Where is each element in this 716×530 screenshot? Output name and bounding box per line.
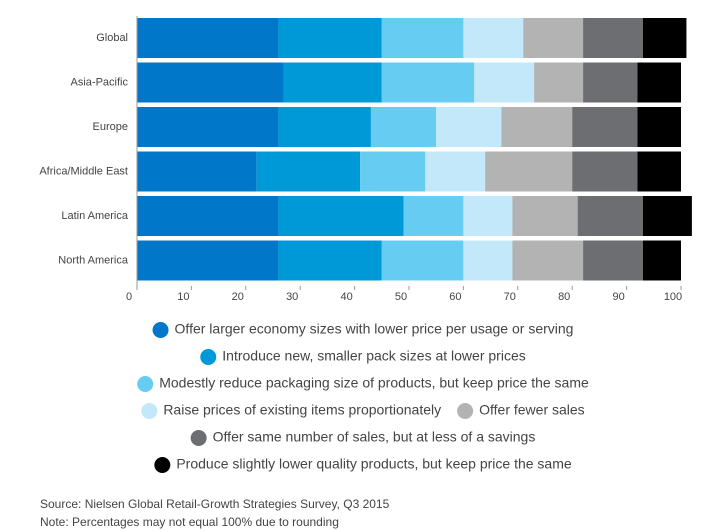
bar-segment — [463, 240, 513, 281]
bar-segment — [637, 151, 681, 192]
bar-segment — [425, 151, 486, 192]
legend-marker — [190, 430, 207, 446]
bar-segment — [360, 151, 426, 192]
legend-marker — [457, 403, 474, 419]
legend-label: Produce slightly lower quality products,… — [176, 456, 572, 472]
y-tick-label: Europe — [93, 121, 128, 133]
bar-segment — [381, 18, 464, 58]
note: Note: Percentages may not equal 100% due… — [40, 515, 339, 529]
y-tick-label: North America — [58, 254, 129, 266]
bar-segment — [501, 107, 573, 147]
y-tick-label: Asia-Pacific — [71, 76, 129, 88]
bar-segment — [583, 240, 643, 281]
bar-segment — [278, 196, 404, 236]
legend-label: Raise prices of existing items proportio… — [163, 402, 441, 418]
bar-segment — [572, 151, 638, 192]
legend-row: Raise prices of existing items proportio… — [141, 402, 585, 419]
legend-label: Offer larger economy sizes with lower pr… — [175, 321, 574, 337]
bar-segment — [583, 62, 638, 103]
bar-segment — [642, 18, 687, 58]
legend-row: Introduce new, smaller pack sizes at low… — [200, 348, 526, 365]
y-tick-label: Global — [96, 32, 128, 44]
legend-row: Offer larger economy sizes with lower pr… — [152, 321, 574, 338]
bar-segment — [278, 240, 382, 281]
bar-segment — [523, 18, 584, 58]
bar-segment — [436, 107, 502, 147]
x-tick-label: 80 — [558, 291, 570, 303]
x-tick-label: 30 — [286, 291, 298, 303]
legend-marker — [141, 403, 158, 419]
legend-row: Modestly reduce packaging size of produc… — [137, 375, 589, 392]
source: Source: Nielsen Global Retail-Growth Str… — [40, 497, 390, 511]
x-tick-label: 0 — [126, 291, 132, 303]
bar-segment — [137, 196, 279, 236]
legend-label: Modestly reduce packaging size of produc… — [159, 375, 589, 391]
bar-segment — [463, 196, 513, 236]
bar-segment — [577, 196, 643, 236]
legend-marker — [152, 322, 169, 338]
bar-segment — [137, 240, 279, 281]
legend-label: Offer same number of sales, but at less … — [213, 429, 536, 445]
legend-marker — [137, 376, 154, 392]
bar-segment — [278, 107, 371, 147]
bar-segment — [137, 151, 257, 192]
y-tick-label: Africa/Middle East — [39, 165, 128, 177]
y-tick-label: Latin America — [61, 210, 129, 222]
bar-segment — [370, 107, 437, 147]
bar-segment — [403, 196, 464, 236]
bar-segment — [463, 18, 524, 58]
bar-segment — [137, 107, 279, 147]
legend-label: Offer fewer sales — [479, 402, 585, 418]
x-tick-label: 10 — [177, 291, 189, 303]
x-tick-label: 50 — [395, 291, 407, 303]
bar-segment — [534, 62, 584, 103]
legend-row: Offer same number of sales, but at less … — [190, 429, 536, 446]
bar-segment — [512, 240, 584, 281]
x-tick-label: 40 — [340, 291, 352, 303]
bar-segment — [381, 240, 464, 281]
x-tick-label: 90 — [612, 291, 624, 303]
bar-segment — [572, 107, 638, 147]
legend-label: Introduce new, smaller pack sizes at low… — [222, 348, 525, 364]
legend-marker — [200, 349, 217, 365]
x-tick-label: 70 — [504, 291, 516, 303]
x-tick-label: 60 — [449, 291, 461, 303]
bar-segment — [642, 196, 692, 236]
bar-segment — [474, 62, 535, 103]
bar-segment — [642, 240, 681, 281]
bar-segment — [137, 18, 279, 58]
bar-segment — [283, 62, 382, 103]
bar-segment — [512, 196, 578, 236]
bar-segment — [381, 62, 475, 103]
x-tick-label: 20 — [232, 291, 244, 303]
bar-segment — [583, 18, 643, 58]
bar-segment — [485, 151, 573, 192]
legend-row: Produce slightly lower quality products,… — [154, 456, 572, 473]
bar-segment — [637, 107, 681, 147]
bar-segment — [137, 62, 284, 103]
x-tick-label: 100 — [664, 291, 682, 303]
bar-segment — [256, 151, 361, 192]
legend-marker — [154, 457, 171, 473]
bar-segment — [278, 18, 382, 58]
bar-segment — [637, 62, 681, 103]
